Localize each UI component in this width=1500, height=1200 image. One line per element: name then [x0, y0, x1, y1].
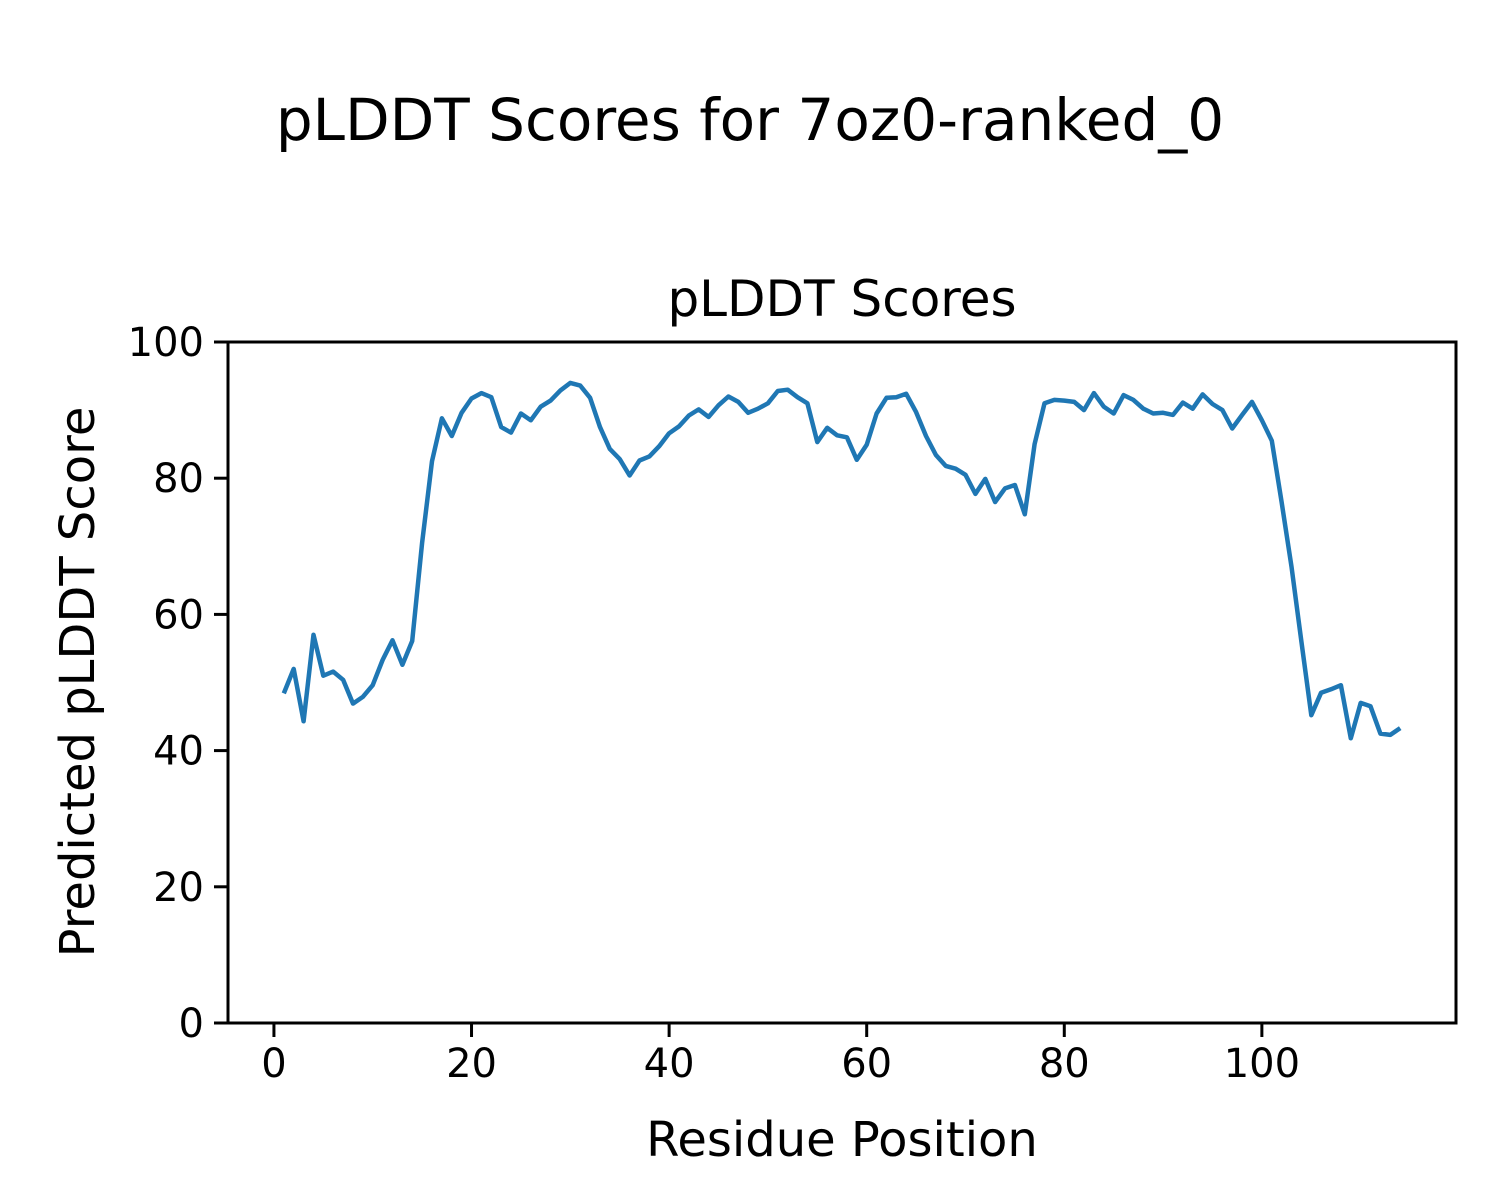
- axis-tick-labels: 0 20 40 60 80 100 0 20 40 60 80 100: [128, 320, 1300, 1087]
- x-axis-label: Residue Position: [646, 1112, 1038, 1168]
- y-tick-label: 100: [128, 320, 204, 366]
- plddt-line: [281, 380, 1402, 741]
- x-tick-label: 20: [446, 1041, 497, 1087]
- x-tick-label: 100: [1224, 1041, 1300, 1087]
- x-tick-label: 40: [644, 1041, 695, 1087]
- figure-title: pLDDT Scores for 7oz0-ranked_0: [275, 86, 1225, 154]
- y-tick-label: 60: [153, 592, 204, 638]
- axes-border: [226, 340, 1458, 1025]
- y-tick-label: 0: [179, 1001, 204, 1047]
- axes-title: pLDDT Scores: [667, 270, 1017, 328]
- x-tick-label: 0: [261, 1041, 286, 1087]
- axis-ticks: [214, 340, 1264, 1037]
- x-tick-label: 60: [841, 1041, 892, 1087]
- y-tick-label: 80: [153, 456, 204, 502]
- y-tick-label: 40: [153, 729, 204, 775]
- x-tick-label: 80: [1039, 1041, 1090, 1087]
- y-tick-label: 20: [153, 865, 204, 911]
